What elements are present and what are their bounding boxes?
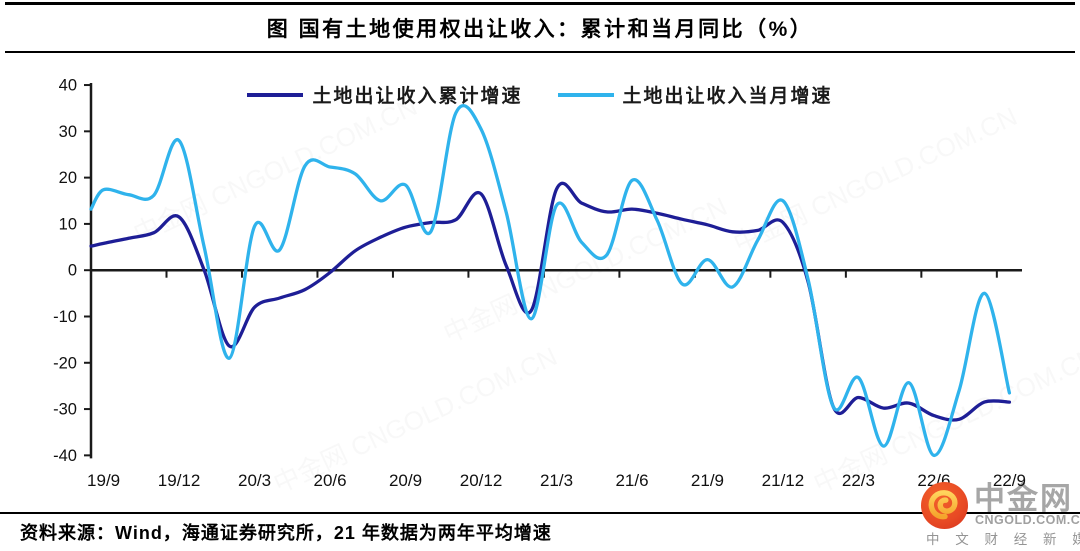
cumulative-growth-line xyxy=(89,181,1012,422)
legend-label-monthly: 土地出让收入当月增速 xyxy=(622,86,833,107)
source-note: 资料来源：Wind，海通证券研究所，21 年数据为两年平均增速 xyxy=(20,523,552,543)
x-tick-label: 22/3 xyxy=(842,471,875,490)
x-tick-label: 19/9 xyxy=(87,471,120,490)
logo-brand-text: 中金网 xyxy=(974,481,1073,516)
x-tick-label: 19/12 xyxy=(158,471,201,490)
x-tick-label: 20/3 xyxy=(238,471,271,490)
logo-gold-swirl xyxy=(928,490,958,520)
x-tick-label: 21/3 xyxy=(540,471,573,490)
monthly-line-swatch xyxy=(557,92,614,97)
y-tick-label: 0 xyxy=(68,262,77,280)
title-underline-rule xyxy=(5,51,1075,53)
x-tick-label: 20/6 xyxy=(313,471,346,490)
legend-label-cumulative: 土地出让收入累计增速 xyxy=(312,86,523,107)
chart-title: 图 国有土地使用权出让收入：累计和当月同比（%） xyxy=(266,18,814,41)
y-tick-label: -40 xyxy=(53,447,77,465)
y-tick-label: 40 xyxy=(59,77,77,95)
top-border-rule xyxy=(5,2,1075,5)
x-tick-label: 22/9 xyxy=(993,471,1026,490)
y-tick-label: -30 xyxy=(53,401,77,419)
legend-item-cumulative: 土地出让收入累计增速 xyxy=(247,81,522,108)
x-tick-label: 20/9 xyxy=(389,471,422,490)
legend-item-monthly: 土地出让收入当月增速 xyxy=(557,81,833,108)
y-tick-label: 30 xyxy=(59,123,77,141)
y-tick-label: 20 xyxy=(59,169,77,187)
y-tick-label: -20 xyxy=(53,354,77,372)
x-tick-label: 21/9 xyxy=(691,471,724,490)
cngold-logo-icon xyxy=(921,482,968,529)
y-tick-label: -10 xyxy=(53,308,77,326)
chart-legend: 土地出让收入累计增速 土地出让收入当月增速 xyxy=(0,81,1080,108)
footer-divider-rule xyxy=(0,512,1080,514)
x-tick-label: 20/12 xyxy=(460,471,503,490)
y-tick-label: 10 xyxy=(59,215,77,233)
logo-domain-text: CNGOLD.COM.CN xyxy=(975,513,1080,527)
cumulative-line-swatch xyxy=(247,92,304,97)
x-tick-label: 21/6 xyxy=(615,471,648,490)
logo-circle xyxy=(921,482,968,529)
x-tick-label: 21/12 xyxy=(762,471,805,490)
logo-tagline-text: 中 文 财 经 新 媒 体 xyxy=(926,532,1080,547)
monthly-growth-line xyxy=(89,104,1012,458)
